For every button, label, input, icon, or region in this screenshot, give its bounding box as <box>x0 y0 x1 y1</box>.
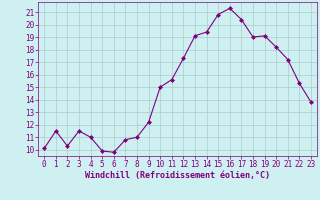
X-axis label: Windchill (Refroidissement éolien,°C): Windchill (Refroidissement éolien,°C) <box>85 171 270 180</box>
